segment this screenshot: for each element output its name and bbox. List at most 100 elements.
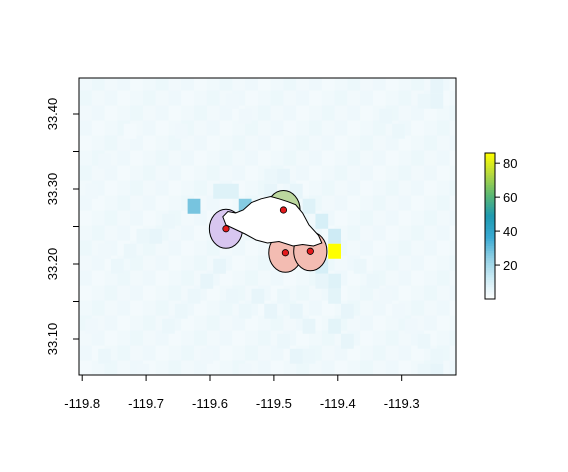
heatmap-bg-cell [142,270,157,286]
heatmap-bg-cell [347,270,361,286]
heatmap-bg-cell [385,195,400,211]
colorbar-segment [485,179,495,183]
heatmap-bg-cell [283,135,297,151]
heatmap-bg-cell [232,270,246,286]
heatmap-bg-cell [117,180,131,196]
heatmap-bg-cell [436,300,451,316]
heatmap-bg-cell [321,90,336,106]
heatmap-bg-cell [436,180,451,196]
heatmap-bg-cell [206,135,221,151]
colorbar-segment [485,245,495,249]
heatmap-bg-cell [219,270,233,286]
heatmap-cell [328,273,341,289]
heatmap-bg-cell [296,150,310,166]
heatmap-cell [136,228,150,244]
heatmap-cell [251,288,265,304]
heatmap-bg-cell [424,270,438,286]
heatmap-bg-cell [296,330,310,346]
heatmap-cell [328,228,341,244]
island-layer [222,195,323,247]
heatmap-bg-cell [232,135,246,151]
heatmap-bg-cell [309,300,323,316]
heatmap-bg-cell [372,300,387,316]
heatmap-bg-cell [360,78,374,91]
heatmap-cell [289,303,303,319]
colorbar-segment [485,230,495,234]
heatmap-bg-cell [79,165,93,181]
heatmap-bg-cell [142,195,157,211]
heatmap-bg-cell [411,270,425,286]
heatmap-bg-cell [347,105,361,121]
heatmap-bg-cell [347,150,361,166]
heatmap-bg-cell [334,255,348,271]
heatmap-bg-cell [270,150,285,166]
heatmap-bg-cell [321,330,336,346]
heatmap-bg-cell [232,315,246,331]
heatmap-bg-cell [296,270,310,286]
heatmap-bg-cell [194,90,208,106]
heatmap-bg-cell [436,210,451,226]
heatmap-bg-cell [296,135,310,151]
heatmap-bg-cell [385,255,400,271]
heatmap-cell [277,288,290,304]
heatmap-bg-cell [347,210,361,226]
heatmap-bg-cell [91,330,106,346]
colorbar-segment [485,184,495,188]
heatmap-bg-cell [347,90,361,106]
heatmap-bg-cell [257,345,272,361]
heatmap-bg-cell [334,180,348,196]
heatmap-bg-cell [334,150,348,166]
x-tick-label: -119.4 [320,396,356,411]
x-tick-label: -119.3 [384,396,420,411]
heatmap-bg-cell [424,225,438,241]
site-points [222,206,314,257]
heatmap-bg-cell [130,195,144,211]
heatmap-bg-cell [206,150,221,166]
heatmap-bg-cell [449,210,456,226]
heatmap-bg-cell [321,78,336,91]
colorbar-segment [485,264,495,268]
heatmap-bg-cell [283,150,297,166]
heatmap-bg-cell [334,165,348,181]
heatmap-bg-cell [321,345,336,361]
heatmap-bg-cell [104,315,118,331]
heatmap-bg-cell [79,210,93,226]
heatmap-bg-cell [206,105,221,121]
colorbar-segment [485,213,495,217]
heatmap-bg-cell [436,150,451,166]
heatmap-bg-cell [449,195,456,211]
colorbar-segment [485,206,495,210]
heatmap-cell [136,363,150,375]
y-tick-label: 33.30 [45,173,60,206]
heatmap-cell [123,243,137,259]
colorbar-segment [485,235,495,239]
heatmap-bg-cell [130,300,144,316]
heatmap-bg-cell [360,225,374,241]
heatmap-cell [404,318,418,334]
heatmap-bg-cell [104,195,118,211]
heatmap-bg-cell [245,240,259,256]
heatmap-bg-cell [372,225,387,241]
heatmap-bg-cell [245,165,259,181]
heatmap-bg-cell [424,300,438,316]
heatmap-bg-cell [117,270,131,286]
colorbar-tick-label: 60 [503,190,517,205]
heatmap-bg-cell [168,150,182,166]
heatmap-bg-cell [436,105,451,121]
heatmap-cell [340,333,354,349]
heatmap-bg-cell [436,315,451,331]
heatmap-cell [238,108,252,124]
heatmap-bg-cell [206,315,221,331]
colorbar-segment [485,274,495,278]
heatmap-bg-cell [411,150,425,166]
heatmap-bg-cell [398,195,412,211]
heatmap-bg-cell [130,135,144,151]
site-point [306,247,314,255]
heatmap-bg-cell [130,255,144,271]
heatmap-cell [417,333,431,349]
heatmap-bg-cell [347,180,361,196]
heatmap-cell [417,93,431,109]
heatmap-cell [110,258,124,274]
heatmap-bg-cell [194,165,208,181]
colorbar-segment [485,286,495,290]
